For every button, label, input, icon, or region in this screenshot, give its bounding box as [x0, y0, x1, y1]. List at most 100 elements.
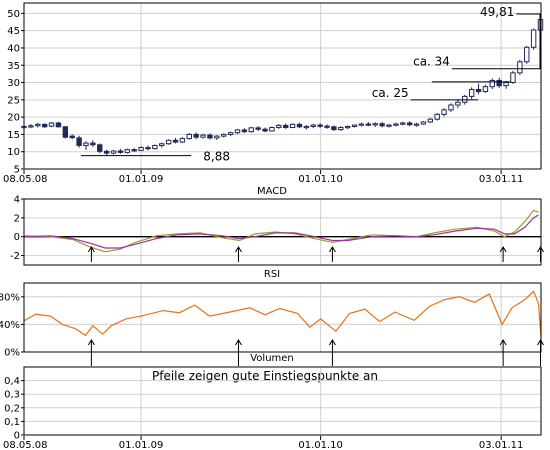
y-tick-label: 15	[7, 130, 20, 141]
candle-body	[393, 123, 399, 126]
y-tick-label: 50	[7, 9, 20, 20]
candle-body	[331, 126, 337, 131]
arrow-head	[499, 246, 507, 253]
candle-body	[510, 72, 516, 84]
level-label: 8,88	[203, 150, 230, 164]
candle-body	[413, 123, 420, 126]
candle-body	[269, 127, 275, 132]
candle-body	[227, 132, 234, 135]
y-tick-label: 0,1	[4, 417, 20, 428]
candle-body	[365, 123, 372, 126]
arrow-head	[329, 339, 336, 346]
candle-body	[145, 147, 151, 150]
arrow-head	[499, 339, 507, 346]
candle-body	[276, 124, 282, 129]
candle-body	[262, 128, 268, 132]
y-tick-label: 40%	[0, 320, 20, 331]
candle-body	[90, 142, 96, 146]
candle-body	[317, 124, 323, 127]
candle-body	[386, 124, 392, 127]
candle-body	[468, 88, 475, 97]
candle-body	[503, 82, 509, 87]
candle-body	[124, 149, 131, 153]
candle-body	[138, 147, 144, 151]
candle-body	[289, 123, 296, 128]
candle-body	[530, 29, 537, 48]
candle-body	[35, 123, 41, 127]
y-tick-label: 25	[7, 95, 20, 106]
arrow-head	[235, 339, 242, 346]
arrow-head	[537, 246, 544, 253]
y-tick-label: 2	[14, 213, 20, 224]
macd-panel: MACD -2 0 2 4	[10, 186, 542, 266]
y-tick-label: 5	[14, 165, 20, 176]
candle-body	[214, 135, 220, 139]
candle-body	[97, 144, 103, 152]
rsi-panel: RSI 0% 40% 80%	[0, 269, 542, 359]
x-tick-label: 01.01.09	[119, 174, 164, 185]
candle-body	[255, 127, 261, 130]
candle-body	[496, 79, 502, 87]
candle-body	[179, 138, 186, 143]
candle-body	[69, 135, 75, 139]
y-tick-label: 0,3	[4, 390, 20, 401]
candle-body	[338, 127, 344, 131]
y-tick-label: 0,2	[4, 403, 20, 414]
candle-body	[41, 123, 48, 128]
arrow-head	[537, 339, 544, 346]
candle-body	[296, 123, 303, 128]
candle-body	[117, 150, 124, 153]
candle-body	[524, 46, 530, 63]
x-tick-label: 03.01.11	[479, 174, 524, 185]
candle-body	[400, 122, 406, 125]
x-tick-label: 03.01.11	[479, 440, 524, 450]
candle-body	[207, 134, 213, 139]
candle-body	[358, 123, 365, 126]
y-tick-label: 0%	[4, 348, 20, 359]
candle-body	[193, 133, 199, 138]
candle-body	[76, 137, 82, 146]
arrow-head	[87, 339, 95, 346]
candle-body	[420, 121, 427, 125]
x-tick-label: 08.05.08	[3, 440, 48, 450]
candle-body	[200, 134, 206, 138]
candle-body	[379, 123, 385, 127]
volume-x-axis: 08.05.08 01.01.09 01.01.10 03.01.11	[3, 436, 523, 450]
series-line	[23, 290, 542, 337]
level-label: ca. 25	[372, 86, 409, 100]
candle-body	[351, 124, 358, 127]
arrow-head	[329, 246, 336, 253]
x-tick-label: 01.01.09	[119, 440, 164, 450]
candle-body	[344, 125, 351, 129]
candle-body	[28, 125, 34, 128]
price-panel: 5 10 15 20 25 30 35 40 45 50 49,81 ca. 34 ca. 25 8,8…	[7, 2, 544, 176]
candle-body	[310, 124, 316, 127]
candle-body	[152, 144, 158, 150]
series-line	[23, 209, 539, 253]
candle-body	[241, 129, 248, 133]
candle-body	[282, 124, 289, 129]
x-tick-label: 08.05.08	[3, 174, 48, 185]
y-tick-label: -2	[10, 251, 20, 262]
y-tick-label: 10	[7, 147, 20, 158]
candle-body	[62, 126, 69, 138]
y-tick-label: 45	[7, 26, 20, 37]
candle-body	[55, 122, 62, 128]
candle-body	[482, 86, 489, 93]
candle-body	[172, 139, 179, 143]
y-tick-label: 80%	[0, 292, 20, 303]
candle-body	[517, 61, 523, 74]
candle-body	[110, 150, 117, 154]
y-tick-label: 0	[14, 232, 20, 243]
level-label: 49,81	[480, 5, 514, 19]
x-tick-label: 01.01.10	[298, 440, 343, 450]
arrow-head	[87, 246, 95, 253]
candle-body	[462, 95, 468, 103]
series-line	[23, 214, 539, 249]
candle-body	[406, 122, 413, 126]
candle-body	[303, 125, 310, 129]
arrow-head	[235, 246, 242, 253]
x-tick-label: 01.01.10	[298, 174, 343, 185]
y-tick-label: 0	[14, 431, 20, 442]
